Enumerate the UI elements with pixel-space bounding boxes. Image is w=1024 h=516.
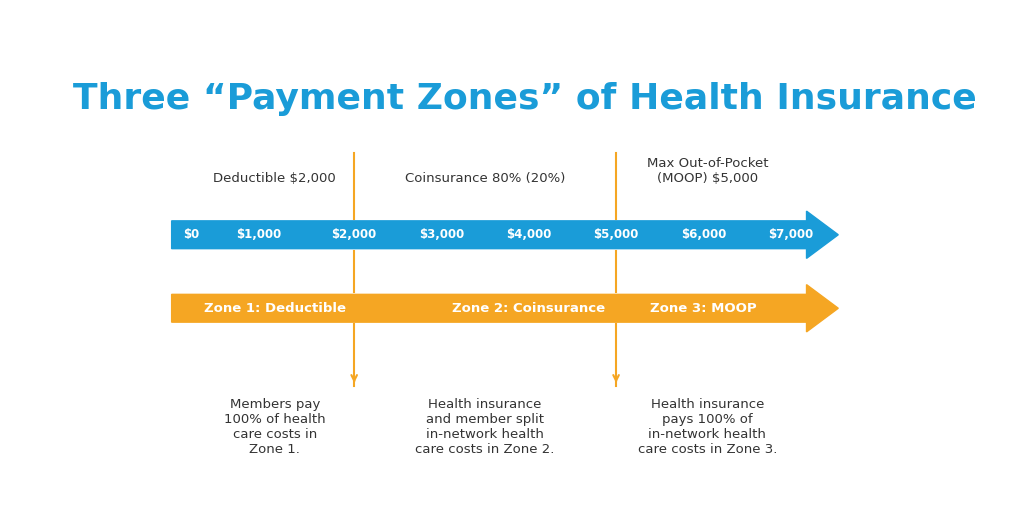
Text: Zone 2: Coinsurance: Zone 2: Coinsurance [453,302,605,315]
Text: Health insurance
and member split
in-network health
care costs in Zone 2.: Health insurance and member split in-net… [416,398,555,456]
Text: $2,000: $2,000 [332,228,377,241]
Text: Members pay
100% of health
care costs in
Zone 1.: Members pay 100% of health care costs in… [224,398,326,456]
Text: $0: $0 [183,228,200,241]
FancyArrow shape [172,285,839,332]
Text: $7,000: $7,000 [768,228,813,241]
Text: Health insurance
pays 100% of
in-network health
care costs in Zone 3.: Health insurance pays 100% of in-network… [638,398,777,456]
Text: Zone 3: MOOP: Zone 3: MOOP [650,302,757,315]
Text: $6,000: $6,000 [681,228,726,241]
Text: Coinsurance 80% (20%): Coinsurance 80% (20%) [404,172,565,185]
Text: Zone 1: Deductible: Zone 1: Deductible [204,302,346,315]
Text: Three “Payment Zones” of Health Insurance: Three “Payment Zones” of Health Insuranc… [73,82,977,116]
Text: $1,000: $1,000 [237,228,282,241]
Text: Deductible $2,000: Deductible $2,000 [213,172,336,185]
Text: $3,000: $3,000 [419,228,464,241]
Text: $4,000: $4,000 [506,228,552,241]
Text: $5,000: $5,000 [593,228,639,241]
Text: Max Out-of-Pocket
(MOOP) $5,000: Max Out-of-Pocket (MOOP) $5,000 [646,157,768,185]
FancyArrow shape [172,211,839,259]
